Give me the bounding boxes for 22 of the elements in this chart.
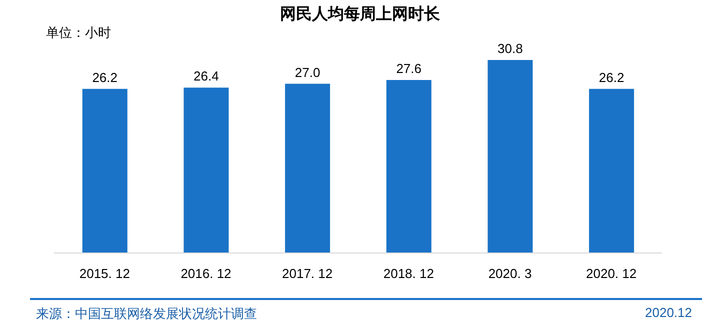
x-tick-label: 2020. 12	[586, 266, 637, 282]
chart-title: 网民人均每周上网时长	[279, 4, 441, 25]
bar	[386, 80, 432, 253]
x-tick-label: 2018. 12	[383, 266, 434, 282]
data-label: 26.2	[92, 70, 118, 85]
bar	[82, 88, 128, 253]
x-tick-label: 2016. 12	[180, 266, 232, 282]
x-tick-label: 2017. 12	[282, 266, 333, 282]
x-tick-label: 2015. 12	[79, 266, 130, 282]
bar	[589, 88, 634, 253]
bar	[488, 60, 533, 253]
bar	[285, 84, 330, 253]
data-label: 26.4	[194, 68, 219, 84]
chart-subtitle: 单位：小时	[46, 24, 111, 42]
source-note: 来源：中国互联网络发展状况统计调查	[36, 305, 257, 323]
data-label: 27.0	[294, 64, 320, 80]
bar	[184, 88, 229, 253]
data-label: 30.8	[498, 41, 523, 56]
data-label: 27.6	[396, 61, 422, 76]
x-tick-label: 2020. 3	[488, 266, 532, 282]
data-label: 26.2	[598, 70, 624, 85]
text: 2020.12	[645, 305, 692, 320]
